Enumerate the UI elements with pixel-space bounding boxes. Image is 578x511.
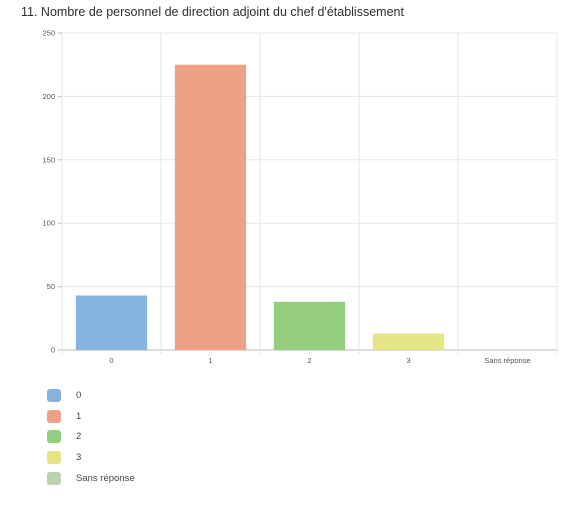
legend-item[interactable]: 2	[47, 427, 135, 448]
bar-0	[75, 295, 148, 350]
chart-title: 11. Nombre de personnel de direction adj…	[21, 5, 404, 19]
y-tick-label: 250	[42, 29, 55, 38]
bar-chart: 0 50 100 150 200 250 0 1 2 3 Sans réponse	[42, 29, 558, 365]
y-tick-label: 200	[42, 92, 55, 101]
legend-item[interactable]: 0	[47, 385, 135, 406]
x-tick-label: 0	[109, 356, 113, 365]
legend-swatch	[47, 472, 61, 486]
legend-label: 3	[76, 452, 82, 464]
x-tick-label: Sans réponse	[484, 356, 530, 365]
legend-swatch	[47, 409, 61, 423]
legend-swatch	[47, 430, 61, 444]
x-tick-label: 1	[208, 356, 212, 365]
bar-3	[372, 333, 445, 350]
legend-item[interactable]: Sans réponse	[47, 468, 135, 489]
legend-label: 0	[76, 389, 82, 401]
legend-label: 1	[76, 410, 82, 422]
chart-legend: 0 1 2 3 Sans réponse	[47, 385, 135, 489]
x-tick-label: 3	[406, 356, 410, 365]
bar-1	[174, 64, 247, 350]
y-tick-label: 0	[51, 346, 55, 355]
y-tick-label: 100	[42, 219, 55, 228]
legend-item[interactable]: 1	[47, 406, 135, 427]
legend-label: Sans réponse	[76, 473, 135, 485]
y-tick-label: 150	[42, 155, 55, 164]
bar-2	[273, 301, 346, 350]
legend-swatch	[47, 388, 61, 402]
x-tick-label: 2	[307, 356, 311, 365]
legend-label: 2	[76, 431, 82, 443]
legend-item[interactable]: 3	[47, 447, 135, 468]
legend-swatch	[47, 451, 61, 465]
y-tick-label: 50	[47, 282, 55, 291]
